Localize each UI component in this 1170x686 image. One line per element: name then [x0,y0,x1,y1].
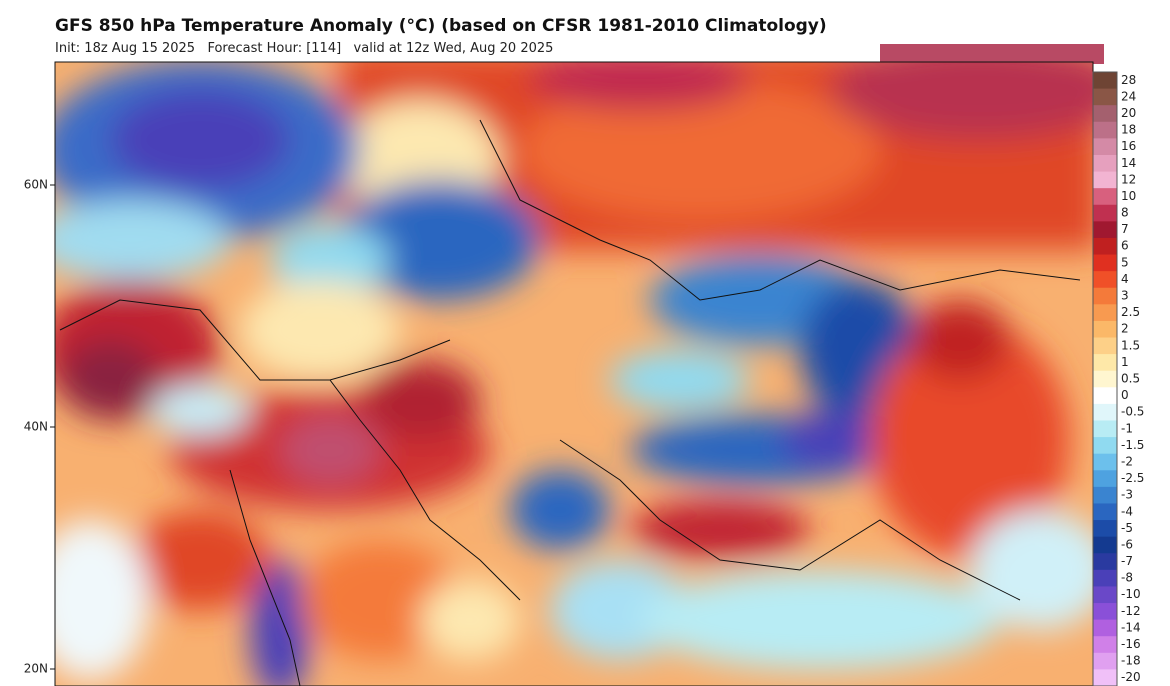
colorbar-label: 14 [1121,156,1136,170]
colorbar-label: 1 [1121,355,1129,369]
colorbar-label: -4 [1121,504,1133,518]
colorbar-swatch [1093,619,1117,637]
colorbar-label: 28 [1121,73,1136,87]
colorbar-label: 2.5 [1121,305,1140,319]
colorbar-swatch [1093,304,1117,322]
colorbar-label: -20 [1121,670,1141,684]
colorbar-swatch [1093,470,1117,488]
latitude-label: 60N [24,178,48,192]
colorbar-swatch [1093,370,1117,388]
latitude-label: 20N [24,662,48,676]
colorbar-label: 7 [1121,222,1129,236]
colorbar-swatch [1093,337,1117,355]
map-title: GFS 850 hPa Temperature Anomaly (°C) (ba… [55,16,827,36]
colorbar-swatch [1093,72,1117,90]
colorbar-label: -16 [1121,637,1141,651]
colorbar-label: 24 [1121,89,1136,103]
colorbar-swatch [1093,387,1117,405]
colorbar-swatch [1093,204,1117,222]
colorbar-swatch [1093,503,1117,521]
colorbar-label: -5 [1121,521,1133,535]
anomaly-field [55,62,1093,686]
colorbar-swatch [1093,669,1117,686]
colorbar-label: 3 [1121,289,1129,303]
colorbar: 28 24 20 18 16 14 12 10 8 7 6 5 4 3 2.5 2 1.5 1 0.5 0 -0.5 -1… [1092,71,1144,686]
colorbar-swatch [1093,138,1117,156]
colorbar-label: 18 [1121,123,1136,137]
colorbar-label: 8 [1121,206,1129,220]
colorbar-swatch [1093,569,1117,587]
latitude-axis: 60N 40N 20N [24,178,55,676]
colorbar-swatch [1093,586,1117,604]
colorbar-label: 10 [1121,189,1136,203]
colorbar-label: 12 [1121,172,1136,186]
colorbar-swatch [1093,553,1117,571]
colorbar-label: -6 [1121,537,1133,551]
colorbar-swatch [1093,88,1117,106]
colorbar-label: 16 [1121,139,1136,153]
colorbar-swatch [1093,188,1117,206]
colorbar-swatch [1093,486,1117,504]
colorbar-label: -18 [1121,654,1141,668]
colorbar-label: -8 [1121,571,1133,585]
colorbar-swatch [1093,171,1117,189]
colorbar-swatch [1093,221,1117,239]
colorbar-label: -12 [1121,604,1141,618]
colorbar-label: 1.5 [1121,338,1140,352]
colorbar-swatch [1093,320,1117,339]
colorbar-swatch [1093,420,1117,438]
colorbar-swatch [1093,154,1117,173]
colorbar-label: -10 [1121,587,1141,601]
colorbar-label: -7 [1121,554,1133,568]
latitude-label: 40N [24,420,48,434]
colorbar-label: 0 [1121,388,1129,402]
colorbar-label: -2.5 [1121,471,1144,485]
colorbar-label: -1 [1121,421,1133,435]
colorbar-swatch [1093,536,1117,554]
colorbar-swatch [1093,287,1117,305]
anomaly-patch [880,44,1104,64]
colorbar-label: -14 [1121,620,1141,634]
colorbar-swatch [1093,121,1117,139]
colorbar-swatch [1093,105,1117,123]
colorbar-swatch [1093,403,1117,421]
colorbar-label: 5 [1121,255,1129,269]
colorbar-swatch [1093,603,1117,621]
map-subtitle: Init: 18z Aug 15 2025 Forecast Hour: [11… [55,41,554,56]
colorbar-frame [1092,71,1118,686]
colorbar-label: -2 [1121,454,1133,468]
colorbar-label: -1.5 [1121,438,1144,452]
colorbar-label: 0.5 [1121,372,1140,386]
colorbar-swatch [1093,636,1117,654]
colorbar-swatch [1093,652,1117,670]
colorbar-swatch [1093,437,1117,455]
colorbar-label: -3 [1121,488,1133,502]
colorbar-label: 20 [1121,106,1136,120]
colorbar-swatch [1093,271,1117,289]
colorbar-swatch [1093,520,1117,538]
colorbar-label: -0.5 [1121,405,1144,419]
coastlines [59,119,1081,686]
colorbar-label: 2 [1121,322,1129,336]
colorbar-swatch [1093,254,1117,272]
colorbar-label: 4 [1121,272,1129,286]
colorbar-swatch [1093,354,1117,372]
colorbar-swatch [1093,237,1117,256]
colorbar-swatch [1093,453,1117,471]
colorbar-label: 6 [1121,239,1129,253]
